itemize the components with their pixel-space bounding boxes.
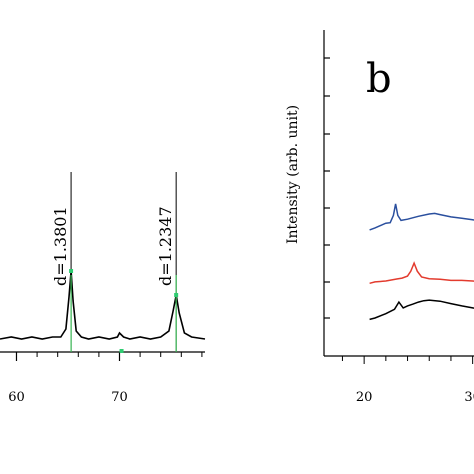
panel-a-peak-label: d=1.2347 [156, 206, 175, 286]
panel-b-y-label: Intensity (arb. unit) [285, 105, 301, 244]
panel-b-line-series [369, 299, 474, 321]
panel-a-marker [69, 269, 74, 273]
panel-a-marker [119, 349, 124, 353]
panel-b-x-tick-label: 30 [464, 390, 474, 405]
panel-b-chart: 2030 b Intensity (arb. unit) [285, 30, 474, 405]
panel-b-line-series [369, 261, 474, 285]
panel-a-markers [69, 269, 179, 353]
panel-a-marker [174, 293, 179, 297]
panel-b-x-tick-label: 20 [356, 390, 373, 405]
panel-b-x-ticks: 2030 [341, 356, 474, 405]
panel-b-y-ticks [324, 57, 330, 319]
panel-a-major-ticks: 60 70 [8, 352, 128, 405]
panel-a-x-tick-label: 60 [8, 390, 25, 405]
panel-a-peak-label: d=1.3801 [51, 206, 70, 286]
panel-b-letter: b [366, 56, 392, 102]
panel-a-chart: 60 70 d=1.3801 d=1.2347 [0, 172, 206, 405]
panel-a-series [0, 270, 206, 340]
panel-a-minor-ticks [36, 352, 203, 357]
panel-b-series [369, 203, 474, 321]
panel-a-x-tick-label: 70 [111, 390, 128, 405]
panel-a-line-series [0, 270, 206, 340]
panel-b-line-series [369, 203, 474, 231]
panel-a-peak-labels: d=1.3801 d=1.2347 [51, 172, 177, 352]
